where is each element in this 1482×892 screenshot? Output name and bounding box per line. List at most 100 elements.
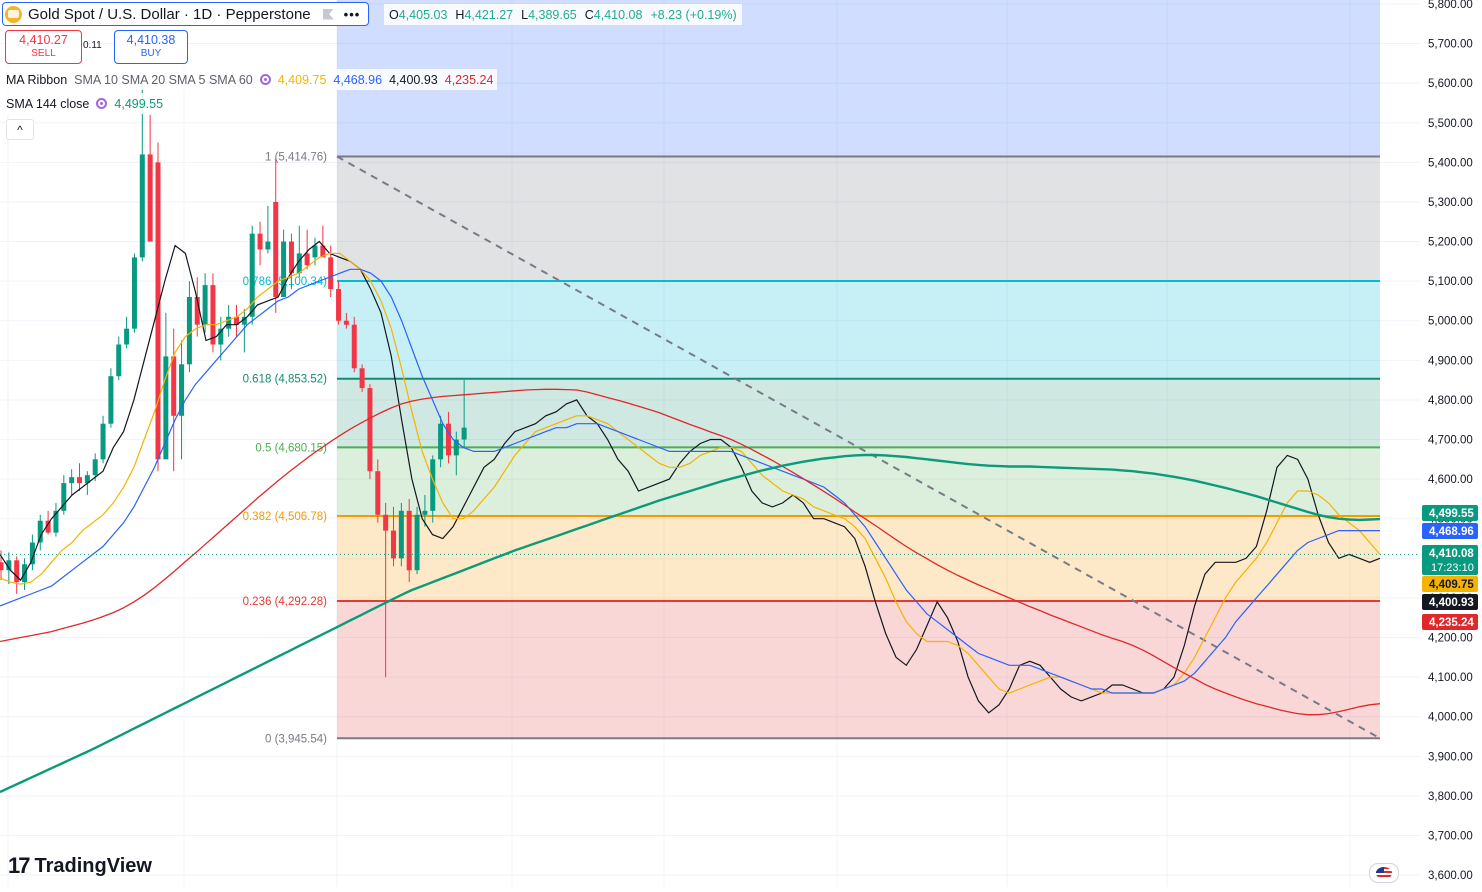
ma-line-sma20 bbox=[0, 268, 1380, 694]
candle-body bbox=[273, 201, 279, 297]
axis-price-label: 4,400.93 bbox=[1429, 597, 1474, 609]
candle-body bbox=[406, 510, 412, 571]
price-axis-labels: 4,499.55 4,468.96 4,409.75 4,400.93 4,235.24… bbox=[1422, 505, 1478, 630]
fib-zone bbox=[337, 0, 1380, 157]
ohlc-legend: O4,405.03 H4,421.27 L4,389.65 C4,410.08 … bbox=[384, 4, 742, 25]
candle-body bbox=[210, 285, 216, 345]
tradingview-wordmark: TradingView bbox=[34, 854, 152, 877]
close-value: 4,410.08 bbox=[593, 7, 643, 22]
axis-tick-label: 3,900.00 bbox=[1428, 751, 1473, 763]
ribbon-value-4: 4,235.24 bbox=[444, 72, 494, 87]
candle-body bbox=[445, 423, 451, 456]
symbol-header[interactable]: Gold Spot / U.S. Dollar · 1D · Peppersto… bbox=[2, 2, 370, 26]
candle-body bbox=[37, 520, 43, 543]
indicator-name: SMA 144 close bbox=[6, 96, 90, 111]
fib-zone bbox=[337, 378, 1380, 448]
spread-value: 0.11 bbox=[83, 40, 102, 51]
flag-icon[interactable] bbox=[322, 8, 334, 20]
candle-body bbox=[328, 257, 334, 290]
indicator-name: MA Ribbon bbox=[6, 72, 68, 87]
axis-tick-label: 5,000.00 bbox=[1428, 316, 1473, 328]
fibonacci-lines bbox=[337, 155, 1380, 740]
last-price-label: 4,410.08 bbox=[1429, 548, 1474, 560]
symbol-title: Gold Spot / U.S. Dollar · 1D · Peppersto… bbox=[28, 5, 311, 23]
candle-body bbox=[336, 289, 342, 321]
fib-label: 0.618 (4,853.52) bbox=[243, 374, 328, 386]
axis-price-label: 4,468.96 bbox=[1429, 526, 1474, 538]
candle-body bbox=[312, 245, 318, 258]
more-icon[interactable]: ••• bbox=[343, 6, 361, 22]
tradingview-logo[interactable]: 17 TradingView bbox=[8, 853, 152, 879]
candle-body bbox=[453, 439, 459, 456]
us-flag-icon[interactable] bbox=[1369, 863, 1399, 883]
axis-tick-label: 5,800.00 bbox=[1428, 0, 1473, 11]
candle-body bbox=[320, 245, 326, 258]
fibonacci-labels: 1 (5,414.76)0.786 (5,100.34)0.618 (4,853… bbox=[243, 152, 328, 746]
candle-body bbox=[343, 320, 349, 325]
axis-tick-label: 3,700.00 bbox=[1428, 831, 1473, 843]
axis-tick-label: 5,600.00 bbox=[1428, 78, 1473, 90]
candle-body bbox=[194, 296, 200, 325]
buy-button[interactable]: 4,410.38 BUY bbox=[114, 30, 188, 64]
ma-line-sma144 bbox=[0, 453, 1381, 794]
axis-price-label: 4,235.24 bbox=[1429, 617, 1474, 629]
candle-body bbox=[367, 388, 373, 472]
candles bbox=[0, 83, 467, 678]
axis-price-badge bbox=[1422, 505, 1478, 521]
indicator-sma-144[interactable]: SMA 144 close 4,499.55 bbox=[2, 93, 168, 114]
indicator-ma-ribbon[interactable]: MA Ribbon SMA 10 SMA 20 SMA 5 SMA 60 4,4… bbox=[2, 69, 498, 90]
axis-tick-label: 5,500.00 bbox=[1428, 118, 1473, 130]
axis-tick-label: 3,800.00 bbox=[1428, 791, 1473, 803]
fib-label: 1 (5,414.76) bbox=[265, 152, 327, 164]
settings-icon[interactable] bbox=[96, 98, 108, 109]
fib-label: 0.382 (4,506.78) bbox=[243, 511, 328, 523]
axis-tick-label: 5,200.00 bbox=[1428, 237, 1473, 249]
candle-body bbox=[398, 510, 404, 559]
moving-averages bbox=[0, 240, 1381, 794]
ma-line-sma60 bbox=[0, 388, 1381, 716]
candle-body bbox=[414, 514, 420, 571]
axis-price-badge bbox=[1422, 523, 1478, 539]
axis-price-badge bbox=[1422, 594, 1478, 610]
candle-body bbox=[281, 241, 287, 297]
collapse-legend-button[interactable]: ^ bbox=[6, 119, 34, 140]
candle-body bbox=[45, 520, 51, 533]
open-value: 4,405.03 bbox=[398, 7, 448, 22]
buy-label: BUY bbox=[140, 48, 162, 59]
trend-line bbox=[336, 155, 1381, 740]
candle-body bbox=[391, 530, 396, 559]
candle-body bbox=[422, 510, 428, 515]
axis-tick-label: 4,200.00 bbox=[1428, 633, 1473, 645]
candle-body bbox=[234, 316, 239, 325]
fib-zone bbox=[337, 156, 1380, 282]
candle-body bbox=[108, 376, 114, 424]
axis-tick-label: 4,000.00 bbox=[1428, 712, 1473, 724]
settings-icon[interactable] bbox=[259, 74, 271, 85]
fib-label: 0 (3,945.54) bbox=[265, 733, 327, 745]
sell-button[interactable]: 4,410.27 SELL bbox=[5, 30, 82, 64]
low-key: L bbox=[521, 7, 529, 22]
candle-body bbox=[155, 162, 161, 460]
change-value: +8.23 (+0.19%) bbox=[650, 7, 737, 22]
sell-label: SELL bbox=[31, 48, 56, 59]
candle-body bbox=[147, 154, 153, 242]
axis-price-label: 4,409.75 bbox=[1429, 579, 1474, 591]
candle-body bbox=[304, 253, 310, 266]
candle-body bbox=[100, 423, 106, 460]
candle-body bbox=[84, 475, 90, 484]
sell-price: 4,410.27 bbox=[19, 33, 68, 47]
candle-body bbox=[296, 253, 302, 274]
fib-zone bbox=[337, 447, 1380, 517]
candle-body bbox=[226, 316, 232, 329]
last-price-badge bbox=[1422, 545, 1478, 575]
axis-tick-label: 4,800.00 bbox=[1428, 395, 1473, 407]
candle-body bbox=[359, 368, 365, 389]
candle-body bbox=[351, 324, 357, 369]
high-key: H bbox=[455, 7, 465, 22]
candle-body bbox=[438, 423, 444, 460]
candle-body bbox=[29, 542, 35, 565]
high-value: 4,421.27 bbox=[464, 7, 514, 22]
axis-price-badge bbox=[1422, 576, 1478, 592]
